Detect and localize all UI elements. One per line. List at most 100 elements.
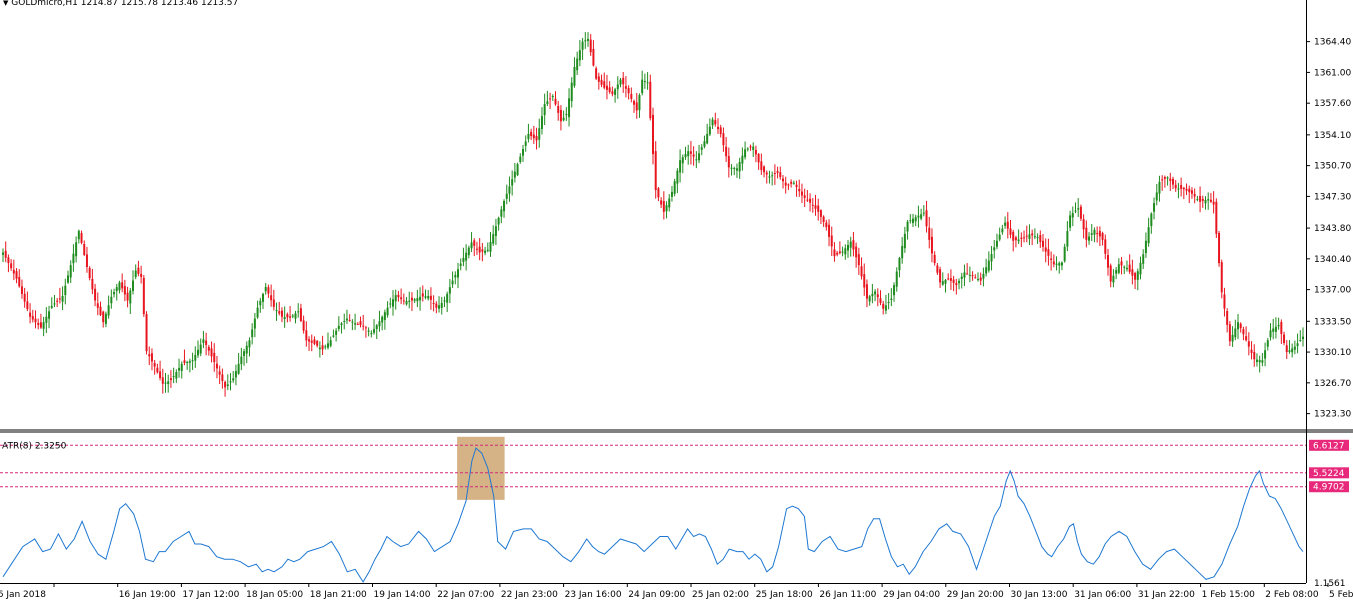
candle — [711, 117, 714, 130]
candle-body — [863, 274, 866, 288]
candle-body — [167, 381, 170, 385]
time-tick-label: 23 Jan 16:00 — [565, 590, 622, 600]
price-tick-label: 1357.60 — [1314, 99, 1351, 109]
candle-body — [1166, 177, 1169, 179]
candle-body — [1245, 336, 1248, 341]
candle-body — [1209, 199, 1212, 202]
candle-body — [559, 109, 562, 122]
candle — [982, 267, 985, 287]
candle — [318, 341, 321, 358]
candle — [237, 353, 240, 375]
candle-body — [917, 215, 920, 218]
candle — [890, 288, 893, 307]
candle — [589, 34, 592, 56]
candle — [909, 214, 912, 224]
candle — [573, 57, 576, 88]
candle — [1058, 261, 1061, 274]
candle-body — [708, 126, 711, 135]
candle — [448, 278, 451, 303]
candle — [77, 229, 80, 244]
candle — [478, 238, 481, 261]
candle — [264, 283, 267, 295]
candle-body — [1131, 269, 1134, 276]
candle — [1139, 256, 1142, 280]
candle — [652, 107, 654, 165]
candle — [868, 294, 871, 306]
candle — [822, 215, 825, 227]
candle-body — [248, 340, 251, 348]
candle-body — [224, 381, 227, 388]
candle — [654, 141, 657, 199]
candle-body — [906, 221, 909, 232]
candle-body — [581, 41, 584, 50]
candle-body — [392, 299, 394, 307]
candle-body — [302, 320, 305, 331]
candle-body — [262, 293, 264, 302]
candle-body — [180, 363, 183, 371]
candle-body — [711, 119, 714, 126]
candle — [660, 197, 663, 209]
candle — [53, 294, 56, 308]
candle-body — [191, 360, 194, 362]
candle — [920, 208, 923, 221]
candle — [294, 310, 297, 324]
candle — [1101, 231, 1104, 246]
candle-body — [421, 293, 424, 297]
candle — [1158, 175, 1161, 202]
candle — [1272, 318, 1275, 340]
candle-body — [1039, 235, 1042, 242]
candle-body — [1207, 199, 1210, 201]
candle — [814, 194, 817, 216]
candle — [45, 307, 48, 334]
candle — [960, 272, 963, 289]
candle-body — [1088, 236, 1091, 241]
candle-body — [1283, 334, 1286, 344]
candle-body — [1255, 359, 1258, 363]
candle — [1201, 195, 1204, 208]
candle — [356, 322, 359, 326]
candle — [18, 269, 21, 288]
candle-body — [1237, 322, 1239, 330]
candle — [503, 199, 506, 218]
candle-body — [893, 285, 896, 296]
candle-body — [890, 298, 893, 300]
candle-body — [1250, 349, 1253, 353]
candle-body — [367, 330, 370, 332]
candle — [584, 32, 587, 49]
candle-body — [551, 95, 554, 98]
candle — [987, 251, 990, 273]
candle — [1069, 210, 1072, 232]
candle-body — [161, 377, 164, 384]
candle — [1060, 261, 1063, 271]
highlight-box — [457, 436, 505, 500]
candle-body — [730, 167, 733, 169]
candle — [313, 336, 316, 346]
candle-body — [630, 93, 633, 99]
candle — [340, 322, 343, 334]
price-tick-label: 1323.30 — [1314, 410, 1351, 420]
candle-body — [48, 311, 51, 319]
candle — [394, 289, 397, 310]
candle-body — [1125, 267, 1128, 270]
candle — [26, 291, 29, 312]
candle-body — [1012, 231, 1015, 241]
candle-body — [18, 276, 21, 287]
time-tick-label: 16 Jan 2018 — [0, 590, 46, 600]
candle-body — [836, 252, 839, 255]
candle — [451, 271, 454, 288]
candle — [844, 244, 847, 260]
candle-body — [570, 82, 573, 102]
candle-body — [410, 297, 413, 301]
candle — [1147, 217, 1150, 247]
candle — [752, 142, 755, 158]
candle — [735, 163, 738, 178]
candle — [457, 262, 459, 289]
candle — [280, 307, 283, 323]
candle-body — [1142, 254, 1145, 264]
candle — [107, 295, 110, 319]
price-tick-label: 1343.80 — [1314, 224, 1351, 234]
candle — [1014, 235, 1017, 248]
time-tick-label: 18 Jan 05:00 — [246, 590, 303, 600]
candle — [1209, 192, 1212, 203]
candle-body — [1052, 261, 1055, 265]
